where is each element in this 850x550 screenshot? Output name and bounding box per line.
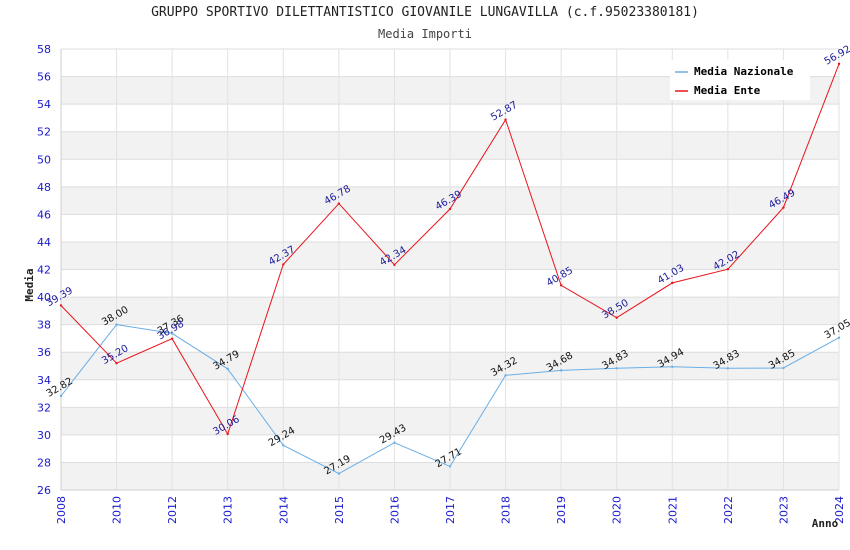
data-point (393, 441, 396, 444)
data-point (282, 444, 285, 447)
x-tick-label: 2016 (388, 496, 401, 524)
series-lines (59, 62, 841, 475)
data-point (448, 207, 452, 211)
x-tick-label: 2015 (333, 496, 346, 524)
data-point (726, 268, 730, 271)
x-tick-label: 2021 (666, 496, 679, 524)
y-tick-label: 58 (37, 43, 51, 56)
data-point (782, 206, 785, 209)
data-point (504, 374, 507, 377)
data-point (226, 432, 229, 436)
x-tick-label: 2008 (55, 496, 68, 524)
data-point (504, 118, 507, 121)
data-point (837, 62, 841, 66)
x-tick-label: 2017 (444, 496, 457, 524)
data-point (226, 367, 229, 371)
data-point (115, 323, 118, 326)
x-tick-label: 2012 (166, 496, 179, 524)
y-tick-label: 38 (37, 319, 51, 332)
data-point (337, 202, 341, 205)
axes (60, 49, 839, 491)
x-tick-label: 2022 (722, 496, 735, 524)
data-point (59, 394, 63, 398)
data-point (170, 332, 174, 335)
y-tick-label: 30 (37, 429, 51, 442)
y-tick-label: 50 (37, 153, 51, 166)
legend: Media Nazionale Media Ente (670, 60, 810, 100)
data-point (170, 337, 174, 340)
y-tick-label: 56 (37, 71, 51, 84)
y-tick-label: 42 (37, 264, 51, 277)
data-point (559, 284, 563, 287)
x-tick-label: 2018 (500, 496, 513, 524)
y-tick-label: 44 (37, 236, 51, 249)
legend-label-media-nazionale: Media Nazionale (694, 65, 794, 78)
y-axis-label: Media (23, 268, 36, 301)
x-tick-label: 2023 (777, 496, 790, 524)
data-point (615, 367, 618, 370)
data-point (671, 365, 674, 368)
x-tick-label: 2013 (222, 496, 235, 524)
y-tick-labels: 26 28 30 32 34 36 38 40 42 44 46 48 50 52 54 56 58 (37, 43, 51, 497)
x-axis-label: Anno (812, 517, 839, 530)
x-tick-label: 2014 (277, 496, 290, 524)
data-point (337, 472, 341, 475)
x-tick-label: 2024 (833, 496, 846, 524)
data-point (448, 465, 452, 468)
chart-title: GRUPPO SPORTIVO DILETTANTISTICO GIOVANIL… (151, 5, 699, 20)
y-tick-label: 34 (37, 374, 51, 387)
data-point (282, 263, 285, 266)
data-point (782, 366, 785, 370)
data-point (837, 336, 841, 339)
data-point (726, 367, 730, 370)
x-tick-label: 2019 (555, 496, 568, 524)
y-tick-label: 54 (37, 98, 51, 111)
data-point (615, 316, 618, 319)
x-tick-labels: 2008 2010 2012 2013 2014 2015 2016 2017 2018 2019… (55, 496, 846, 524)
data-point (59, 304, 63, 307)
x-tick-label: 2020 (611, 496, 624, 524)
x-tick-label: 2010 (111, 496, 124, 524)
legend-label-media-ente: Media Ente (694, 84, 761, 97)
chart-subtitle: Media Importi (378, 27, 472, 41)
y-tick-label: 52 (37, 126, 51, 139)
data-point (559, 369, 563, 372)
y-tick-label: 48 (37, 181, 51, 194)
data-point (115, 362, 118, 365)
y-tick-label: 32 (37, 401, 51, 414)
y-tick-label: 26 (37, 484, 51, 497)
y-tick-label: 40 (37, 291, 51, 304)
y-tick-label: 28 (37, 456, 51, 469)
data-point (393, 263, 396, 267)
data-label: 56.92 (823, 44, 850, 68)
y-tick-label: 46 (37, 208, 51, 221)
y-tick-label: 36 (37, 346, 51, 359)
legend-box (670, 60, 810, 100)
data-point (671, 281, 674, 285)
